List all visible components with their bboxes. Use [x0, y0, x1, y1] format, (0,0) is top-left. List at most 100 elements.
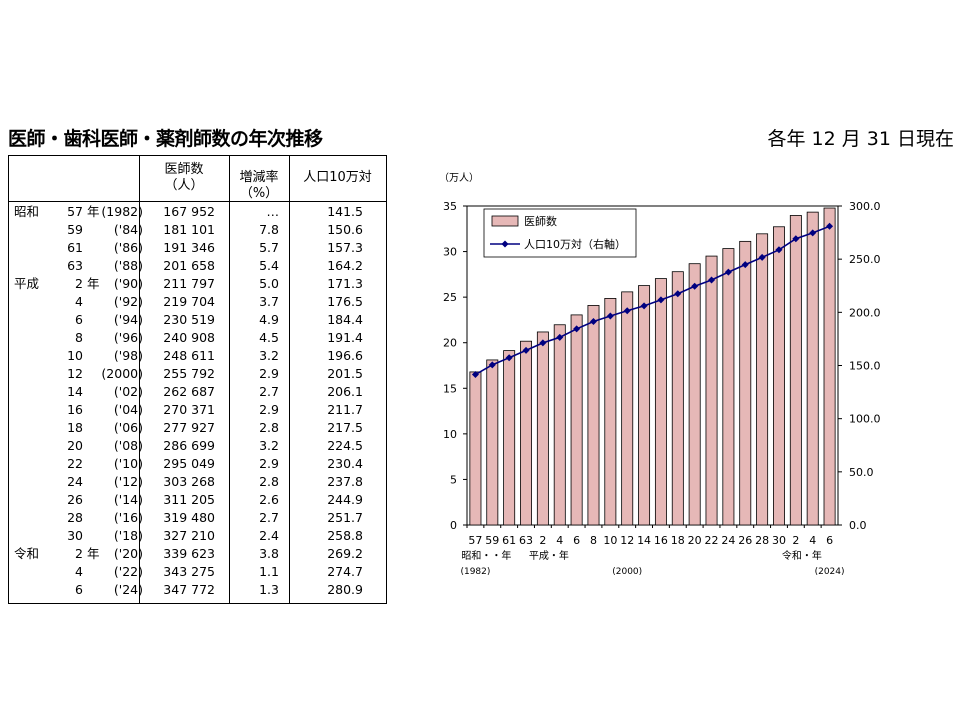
cell-rate: 1.3	[259, 582, 279, 597]
doctors-chart: 0 5 10 15 20 25 30 35 0.0 50.0 100.0 150.0 200.0 250.…	[439, 172, 881, 577]
cell-year: 30	[67, 528, 83, 543]
cell-doctors: 319 480	[163, 510, 215, 525]
cell-doctors: 327 210	[163, 528, 215, 543]
cell-cyear: ('14)	[113, 492, 143, 507]
header-rate-text: 増減率 （%）	[239, 170, 279, 201]
cell-rate: 5.4	[259, 258, 279, 273]
column-divider	[289, 156, 290, 603]
line-point	[775, 246, 783, 254]
era-label: 平成・年	[529, 549, 569, 562]
cell-year: 20	[67, 438, 83, 453]
bar	[638, 285, 651, 526]
header-doctors: 医師数 （人）	[139, 162, 229, 194]
table-row: 4 ('22) 343 275 1.1 274.7	[9, 563, 386, 581]
cell-era: 昭和	[14, 204, 40, 219]
cell-doctors: 191 346	[163, 240, 215, 255]
bar	[536, 331, 549, 526]
cell-year: 61	[67, 240, 83, 255]
x-tick-label: 24	[721, 534, 735, 547]
cell-per100k: 251.7	[327, 510, 363, 525]
cell-doctors: 240 908	[163, 330, 215, 345]
cell-cyear: ('92)	[113, 294, 143, 309]
table-row: 10 ('98) 248 611 3.2 196.6	[9, 347, 386, 365]
cell-per100k: 157.3	[327, 240, 363, 255]
legend-line-label: 人口10万対（右軸）	[524, 237, 626, 251]
cell-per100k: 196.6	[327, 348, 363, 363]
table-row: 16 ('04) 270 371 2.9 211.7	[9, 401, 386, 419]
cell-per100k: 150.6	[327, 222, 363, 237]
line-point	[573, 325, 581, 333]
cell-year: 16	[67, 402, 83, 417]
cell-cyear: ('06)	[113, 420, 143, 435]
bar	[486, 359, 499, 526]
x-tick-label: 10	[603, 534, 617, 547]
year-label: (2024)	[815, 567, 845, 577]
cell-cyear: ('16)	[113, 510, 143, 525]
bar	[654, 278, 667, 526]
y2-tick-label: 0.0	[849, 519, 867, 532]
cell-doctors: 347 772	[163, 582, 215, 597]
bar	[520, 340, 532, 526]
cell-year: 26	[67, 492, 83, 507]
cell-doctors: 343 275	[163, 564, 215, 579]
line-point	[708, 276, 716, 284]
cell-rate: 2.9	[259, 456, 279, 471]
cell-cyear: ('96)	[113, 330, 143, 345]
bar	[621, 291, 634, 526]
cell-year: 2	[75, 276, 83, 291]
table-row: 24 ('12) 303 268 2.8 237.8	[9, 473, 386, 491]
line-point	[589, 317, 597, 325]
bar	[806, 211, 819, 526]
x-tick-label: 57	[468, 534, 482, 547]
cell-per100k: 184.4	[327, 312, 363, 327]
x-tick-label: 8	[590, 534, 597, 547]
line-point	[657, 296, 665, 304]
bar	[570, 314, 583, 526]
cell-rate: 3.8	[259, 546, 279, 561]
cell-doctors: 339 623	[163, 546, 215, 561]
year-label: (1982)	[460, 567, 490, 577]
cell-doctors: 262 687	[163, 384, 215, 399]
cell-doctors: 286 699	[163, 438, 215, 453]
cell-cyear: ('10)	[113, 456, 143, 471]
table-row: 6 ('24) 347 772 1.3 280.9	[9, 581, 386, 599]
cell-per100k: 274.7	[327, 564, 363, 579]
bar	[773, 226, 785, 526]
bar	[722, 248, 735, 526]
bar	[688, 263, 701, 526]
cell-per100k: 269.2	[327, 546, 363, 561]
data-table: 医師数 （人） 増減率 （%） 人口10万対 昭和 57 年 (1982) 167 95…	[8, 155, 387, 604]
era-label: 昭和・・年	[461, 549, 511, 562]
bar	[671, 271, 684, 526]
line-point	[809, 229, 817, 237]
x-tick-label: 2	[539, 534, 546, 547]
cell-doctors: 295 049	[163, 456, 215, 471]
cell-cyear: (2000)	[101, 366, 143, 381]
cell-suffix: 年	[87, 204, 100, 219]
legend-bar-swatch	[491, 215, 519, 227]
cell-year: 28	[67, 510, 83, 525]
table-row: 59 ('84) 181 101 7.8 150.6	[9, 221, 386, 239]
cell-year: 59	[67, 222, 83, 237]
page-title: 医師・歯科医師・薬剤師数の年次推移	[8, 128, 323, 150]
cell-cyear: ('20)	[113, 546, 143, 561]
era-label: 令和・年	[782, 549, 822, 562]
column-divider	[139, 156, 140, 603]
x-tick-label: 4	[556, 534, 563, 547]
cell-cyear: ('04)	[113, 402, 143, 417]
cell-year: 14	[67, 384, 83, 399]
cell-year: 2	[75, 546, 83, 561]
x-tick-label: 22	[705, 534, 719, 547]
table-row: 昭和 57 年 (1982) 167 952 … 141.5	[9, 203, 386, 221]
line-point	[741, 261, 749, 269]
y2-tick-label: 200.0	[849, 306, 881, 319]
cell-rate: 2.9	[259, 402, 279, 417]
table-row: 28 ('16) 319 480 2.7 251.7	[9, 509, 386, 527]
cell-rate: 5.0	[259, 276, 279, 291]
table-row: 4 ('92) 219 704 3.7 176.5	[9, 293, 386, 311]
header-rate: 増減率 （%）	[229, 170, 289, 202]
cell-per100k: 141.5	[327, 204, 363, 219]
table-row: 14 ('02) 262 687 2.7 206.1	[9, 383, 386, 401]
x-tick-label: 6	[826, 534, 833, 547]
cell-doctors: 303 268	[163, 474, 215, 489]
